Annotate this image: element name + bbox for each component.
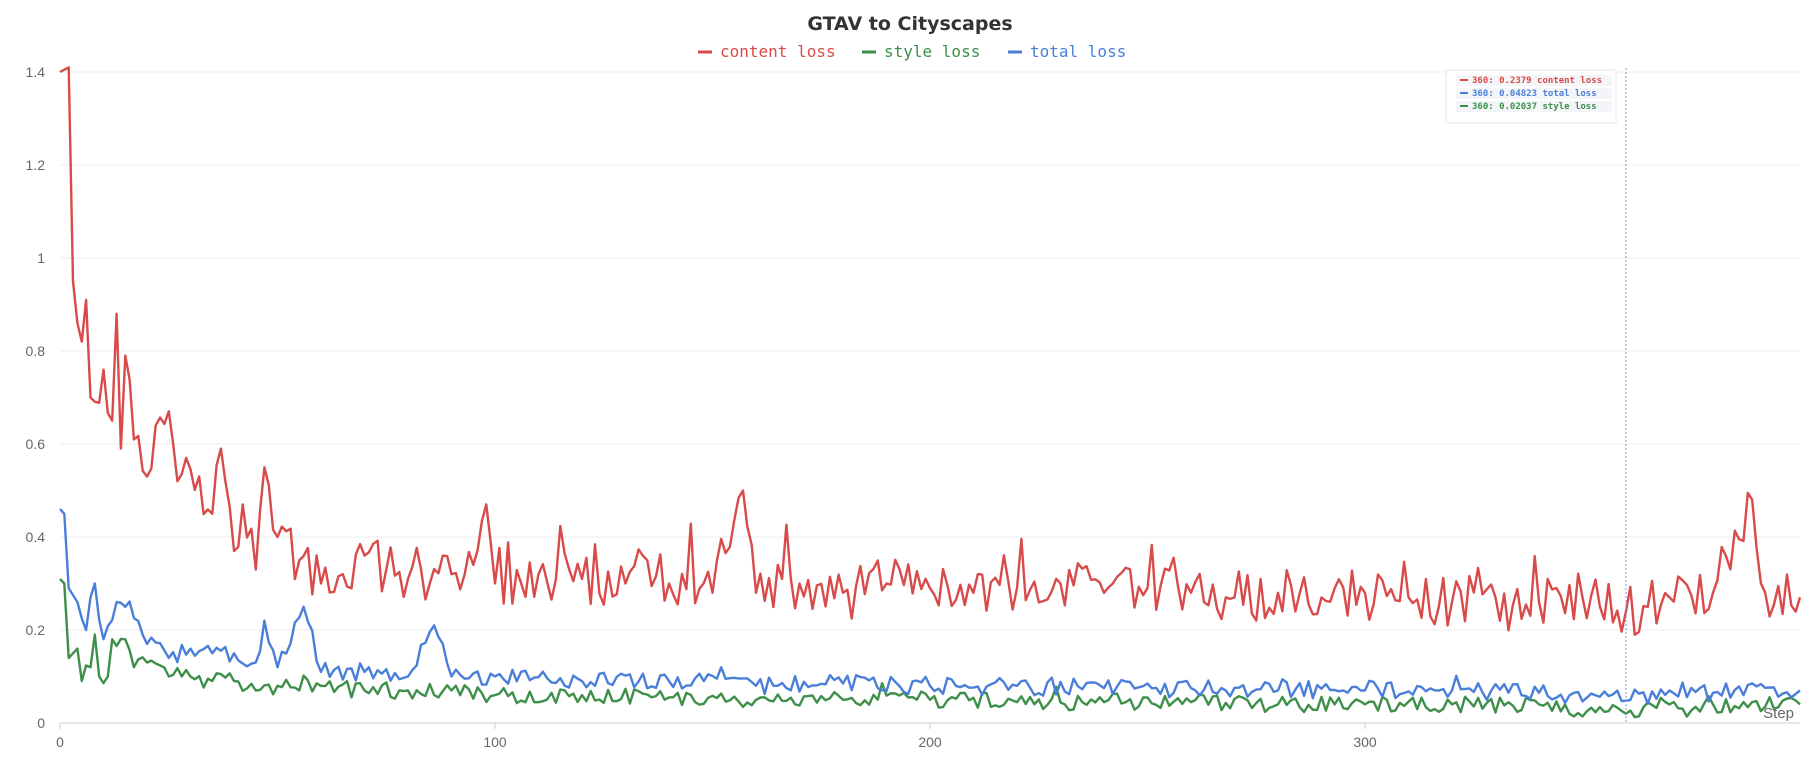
tooltip-line: 360: 0.2379 content loss [1472, 76, 1602, 86]
tooltip-row-bg [1456, 101, 1612, 112]
hover-tooltip: 360: 0.2379 content loss 360: 0.04823 tot… [1445, 69, 1617, 124]
x-tick-label: 0 [56, 734, 64, 750]
tooltip-line: 360: 0.04823 total loss [1472, 89, 1597, 99]
x-tick-label: 100 [483, 734, 507, 750]
legend-label: total loss [1030, 42, 1126, 61]
y-tick-label: 1.2 [26, 157, 46, 173]
legend-label: style loss [884, 42, 980, 61]
x-tick-label: 300 [1353, 734, 1377, 750]
legend-label: content loss [720, 42, 836, 61]
y-tick-label: 0 [37, 715, 45, 731]
legend: content loss style loss total loss [698, 42, 1126, 61]
y-tick-label: 0.4 [26, 529, 46, 545]
y-tick-label: 1 [37, 250, 45, 266]
x-axis-ticks: 0 100 200 300 [56, 723, 1377, 750]
y-tick-label: 1.4 [26, 64, 46, 80]
x-axis-label: Step [1763, 705, 1794, 722]
series-line [59, 578, 1801, 719]
y-tick-label: 0.8 [26, 343, 46, 359]
gridlines [60, 71, 1800, 724]
x-tick-label: 200 [918, 734, 942, 750]
y-tick-label: 0.2 [26, 622, 46, 638]
chart-title: GTAV to Cityscapes [807, 13, 1012, 35]
tooltip-line: 360: 0.02037 style loss [1472, 102, 1597, 112]
tooltip-row-bg [1456, 88, 1612, 99]
series-line [59, 508, 1801, 705]
y-tick-label: 0.6 [26, 436, 46, 452]
series-lines[interactable] [59, 66, 1802, 719]
y-axis-ticks: 0 0.2 0.4 0.6 0.8 1 1.2 1.4 [26, 64, 46, 731]
tooltip-row-bg [1456, 75, 1612, 86]
series-line [59, 66, 1802, 636]
